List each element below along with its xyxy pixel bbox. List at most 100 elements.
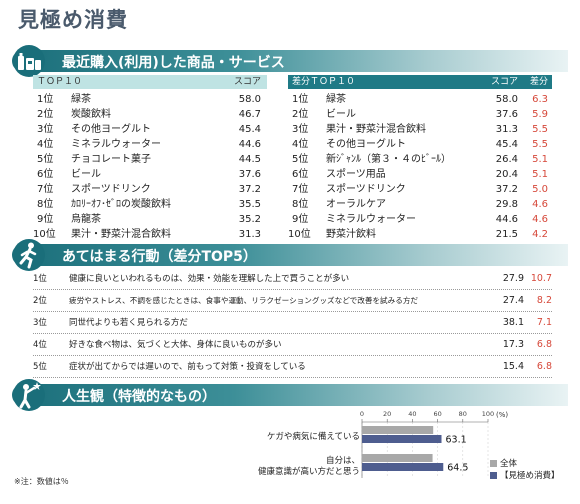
score: 31.3 bbox=[238, 229, 261, 240]
score: 44.6 bbox=[238, 139, 261, 150]
score: 37.2 bbox=[238, 184, 261, 195]
score: 45.4 bbox=[238, 124, 261, 135]
score: 35.5 bbox=[238, 199, 261, 210]
header-label: 差分ＴＯＰ１０ bbox=[292, 77, 356, 87]
list-item: 1位 緑茶 58.0 bbox=[33, 92, 267, 107]
item-name: オーラルケア bbox=[326, 199, 386, 210]
diff-value: 4.2 bbox=[532, 229, 548, 240]
diff-value: 7.1 bbox=[536, 317, 552, 328]
item-name: ビール bbox=[71, 169, 101, 180]
list-item: 2位 ビール 37.6 5.9 bbox=[288, 107, 552, 122]
item-name: ミネラルウォーター bbox=[326, 214, 416, 225]
item-name: スポーツドリンク bbox=[326, 184, 406, 195]
item-name: 野菜汁飲料 bbox=[326, 229, 376, 240]
item-name: スポーツドリンク bbox=[71, 184, 151, 195]
rank: 1位 bbox=[37, 94, 54, 105]
rank: 10位 bbox=[288, 229, 311, 240]
list-item: 7位 スポーツドリンク 37.2 5.0 bbox=[288, 182, 552, 197]
item-name: その他ヨーグルト bbox=[326, 139, 406, 150]
section-header-behavior: あてはまる行動（差分TOP5） bbox=[12, 239, 568, 271]
item-name: 炭酸飲料 bbox=[71, 109, 111, 120]
item-name: 新ｼﾞｬﾝﾙ（第３・４のﾋﾞｰﾙ） bbox=[326, 154, 451, 165]
behavior-text: 健康に良いといわれるものは、効果・効能を理解した上で買うことが多い bbox=[69, 274, 350, 284]
rank: 6位 bbox=[37, 169, 54, 180]
legend-label: 【見極め消費】 bbox=[500, 471, 560, 481]
section-title: 人生観（特徴的なもの） bbox=[62, 389, 216, 405]
rank: 7位 bbox=[292, 184, 309, 195]
score: 20.4 bbox=[495, 169, 518, 180]
rank: 4位 bbox=[33, 340, 47, 350]
list-item: 1位 緑茶 58.0 6.3 bbox=[288, 92, 552, 107]
item-name: ｶﾛﾘｰｵﾌ･ｾﾞﾛの炭酸飲料 bbox=[71, 199, 171, 210]
header-label: ＴＯＰ１０ bbox=[37, 77, 83, 87]
rank: 2位 bbox=[33, 296, 47, 306]
top10-list: 1位 緑茶 58.0 2位 炭酸飲料 46.7 3位 その他ヨーグルト 45.4 4位 ミネラ… bbox=[33, 92, 267, 242]
rank: 5位 bbox=[37, 154, 54, 165]
header-diff: 差分 bbox=[529, 77, 548, 87]
item-name: チョコレート菓子 bbox=[71, 154, 151, 165]
score: 15.4 bbox=[502, 361, 524, 372]
category-label: ケガや病気に備えている bbox=[266, 432, 360, 442]
item-name: 烏龍茶 bbox=[71, 214, 101, 225]
list-item: 4位 好きな食べ物は、気づくと大体、身体に良いものが多い 17.3 6.8 bbox=[33, 334, 552, 356]
score: 29.8 bbox=[495, 199, 518, 210]
bar bbox=[362, 454, 433, 462]
category-label: 自分は、 bbox=[325, 456, 360, 466]
diff-value: 4.6 bbox=[532, 214, 548, 225]
rank: 10位 bbox=[33, 229, 56, 240]
score: 44.6 bbox=[495, 214, 518, 225]
diff-value: 5.1 bbox=[532, 154, 548, 165]
list-item: 10位 果汁・野菜汁混合飲料 31.3 bbox=[33, 227, 267, 242]
rank: 3位 bbox=[37, 124, 54, 135]
unit-label: (%) bbox=[496, 411, 508, 419]
legend-swatch bbox=[490, 460, 497, 467]
bar bbox=[362, 426, 434, 434]
behavior-text: 症状が出てからでは遅いので、前もって対策・投資をしている bbox=[69, 362, 306, 372]
x-tick-label: 100 bbox=[482, 410, 494, 418]
diff-value: 4.6 bbox=[532, 199, 548, 210]
score: 58.0 bbox=[495, 94, 518, 105]
list-item: 6位 ビール 37.6 bbox=[33, 167, 267, 182]
list-item: 3位 果汁・野菜汁混合飲料 31.3 5.5 bbox=[288, 122, 552, 137]
score: 45.4 bbox=[495, 139, 518, 150]
rank: 7位 bbox=[37, 184, 54, 195]
score: 44.5 bbox=[238, 154, 261, 165]
bar bbox=[362, 463, 444, 471]
behavior-text: 同世代よりも若く見られる方だ bbox=[69, 318, 188, 328]
list-item: 7位 スポーツドリンク 37.2 bbox=[33, 182, 267, 197]
x-tick-label: 20 bbox=[383, 410, 391, 418]
top10-table-header: ＴＯＰ１０ スコア bbox=[33, 75, 267, 89]
list-item: 3位 その他ヨーグルト 45.4 bbox=[33, 122, 267, 137]
data-label: 64.5 bbox=[447, 463, 468, 474]
score: 26.4 bbox=[495, 154, 518, 165]
rank: 2位 bbox=[292, 109, 309, 120]
diff-top10-table-header: 差分ＴＯＰ１０ スコア 差分 bbox=[288, 75, 552, 89]
bar bbox=[362, 435, 442, 443]
score: 37.6 bbox=[238, 169, 261, 180]
legend-item-segment: 【見極め消費】 bbox=[490, 469, 560, 481]
diff-value: 5.0 bbox=[532, 184, 548, 195]
score: 21.5 bbox=[495, 229, 518, 240]
item-name: 緑茶 bbox=[71, 94, 91, 105]
list-item: 10位 野菜汁飲料 21.5 4.2 bbox=[288, 227, 552, 242]
item-name: ビール bbox=[326, 109, 356, 120]
rank: 3位 bbox=[33, 318, 47, 328]
legend-swatch bbox=[490, 472, 497, 479]
x-tick-label: 40 bbox=[408, 410, 416, 418]
item-name: 緑茶 bbox=[326, 94, 346, 105]
list-item: 9位 ミネラルウォーター 44.6 4.6 bbox=[288, 212, 552, 227]
list-item: 4位 その他ヨーグルト 45.4 5.5 bbox=[288, 137, 552, 152]
rank: 9位 bbox=[37, 214, 54, 225]
page-title: 見極め消費 bbox=[18, 8, 128, 32]
data-label: 63.1 bbox=[446, 435, 467, 446]
legend-label: 全体 bbox=[500, 459, 518, 469]
list-item: 3位 同世代よりも若く見られる方だ 38.1 7.1 bbox=[33, 312, 552, 334]
rank: 8位 bbox=[292, 199, 309, 210]
list-item: 8位 オーラルケア 29.8 4.6 bbox=[288, 197, 552, 212]
category-label: 健康意識が高い方だと思う bbox=[257, 467, 360, 477]
score: 27.4 bbox=[502, 295, 524, 306]
rank: 2位 bbox=[37, 109, 54, 120]
item-name: 果汁・野菜汁混合飲料 bbox=[71, 229, 171, 240]
header-score: スコア bbox=[490, 77, 518, 87]
list-item: 5位 新ｼﾞｬﾝﾙ（第３・４のﾋﾞｰﾙ） 26.4 5.1 bbox=[288, 152, 552, 167]
